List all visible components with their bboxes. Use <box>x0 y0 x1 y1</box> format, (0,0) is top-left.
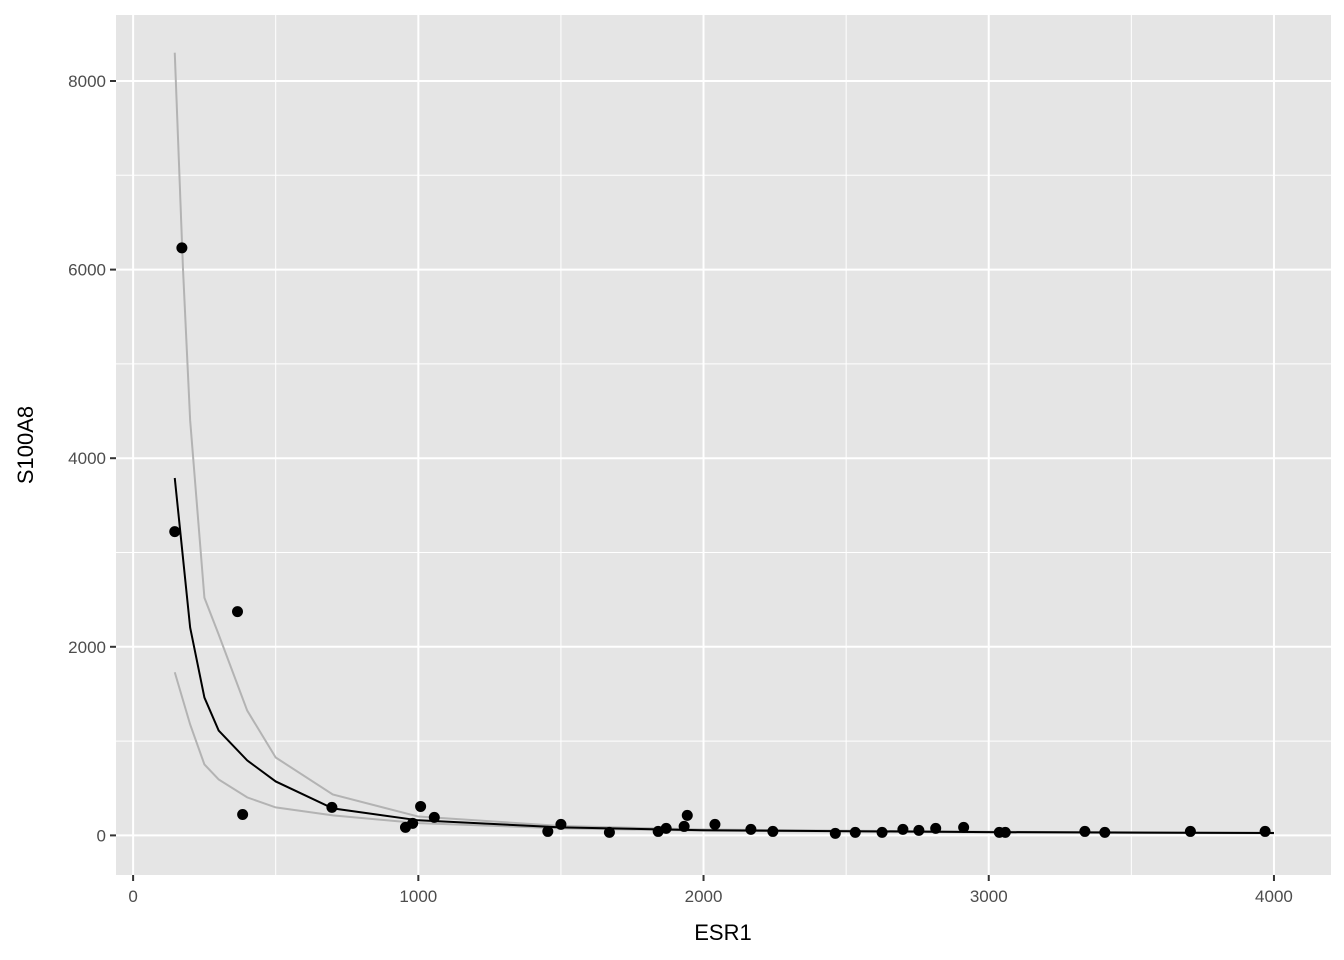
x-tick-label: 0 <box>128 887 137 906</box>
data-point <box>660 822 672 834</box>
data-point <box>876 826 888 838</box>
axes: 0 1000 2000 3000 4000 0 2000 4000 6000 8000 <box>68 72 1293 906</box>
y-tick-label: 6000 <box>68 261 106 280</box>
data-point <box>326 801 338 813</box>
data-point <box>767 825 779 837</box>
data-point <box>678 820 690 832</box>
y-tick-label: 4000 <box>68 449 106 468</box>
data-point <box>958 821 970 833</box>
data-point <box>237 808 249 820</box>
data-point <box>745 823 757 835</box>
y-tick-label: 2000 <box>68 638 106 657</box>
y-tick-label: 0 <box>97 826 106 845</box>
data-point <box>930 822 942 834</box>
data-point <box>1079 825 1091 837</box>
data-point <box>415 800 427 812</box>
data-point <box>709 818 721 830</box>
data-point <box>407 817 419 829</box>
data-point <box>897 823 909 835</box>
data-point <box>1259 825 1271 837</box>
plot-panel <box>116 15 1331 875</box>
data-point <box>603 826 615 838</box>
x-tick-label: 2000 <box>685 887 723 906</box>
data-point <box>681 809 693 821</box>
y-axis-label: S100A8 <box>13 406 38 484</box>
points <box>169 242 1271 839</box>
data-point <box>849 826 861 838</box>
data-point <box>1184 825 1196 837</box>
x-tick-label: 4000 <box>1255 887 1293 906</box>
data-point <box>169 526 181 538</box>
data-point <box>176 242 188 254</box>
x-axis-label: ESR1 <box>694 920 751 945</box>
data-point <box>1099 826 1111 838</box>
data-point <box>913 824 925 836</box>
data-point <box>829 827 841 839</box>
grid <box>116 15 1331 875</box>
data-point <box>428 811 440 823</box>
data-point <box>999 826 1011 838</box>
data-point <box>542 825 554 837</box>
data-point <box>232 606 243 618</box>
x-tick-label: 3000 <box>970 887 1008 906</box>
x-tick-label: 1000 <box>399 887 437 906</box>
y-tick-label: 8000 <box>68 72 106 91</box>
data-point <box>555 818 567 830</box>
